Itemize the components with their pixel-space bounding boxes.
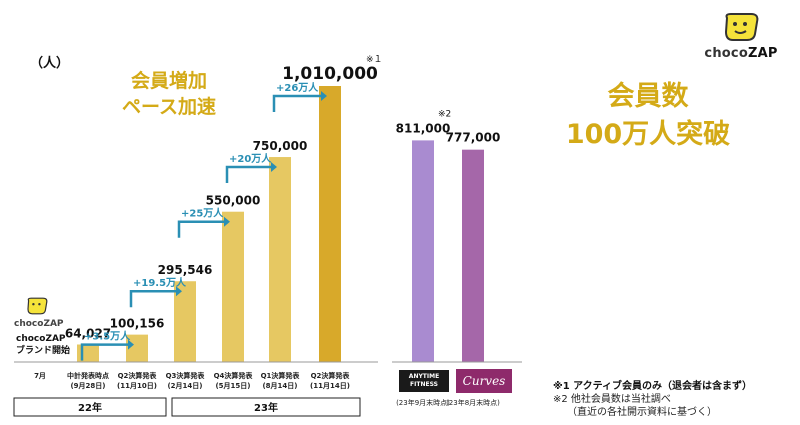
competitor-caption-1: (23年8月末時点) [446,398,500,407]
growth-arrow-2 [129,289,176,308]
category-2-0: Q2決算発表 [118,371,158,380]
headline-line1: 会員数 [607,81,689,112]
growth-arrow-4 [225,165,271,184]
bar-5 [269,157,291,362]
category-4-1: (5月15日) [215,382,250,390]
growth-arrowhead-5 [321,91,327,101]
growth-label-2: +19.5万人 [133,276,187,289]
chocozap-small-logo: chocoZAP [14,297,64,329]
pace-callout: 会員増加 ペース加速 [122,68,216,120]
year-label-23: 23年 [254,401,278,414]
bar-4 [222,211,244,362]
growth-label-5: +26万人 [276,81,319,94]
growth-arrowhead-1 [128,339,134,350]
small-logo-text: chocoZAP [14,319,64,329]
category-3-1: (2月14日) [167,382,202,390]
bar-3 [174,281,196,362]
growth-arrow-5 [272,94,321,112]
category-4-0: Q4決算発表 [214,371,254,380]
bar-1 [77,344,99,362]
chocozap-small-icon [27,297,48,315]
category-5-1: (8月14日) [262,382,297,390]
category-6-0: Q2決算発表 [311,371,351,380]
bar-2 [126,334,148,362]
category-2-1: (11月10日) [117,382,157,390]
growth-arrow-1 [80,343,128,361]
bar-label-3: 295,546 [158,263,213,277]
annotation-1: ※１ [366,55,383,65]
category-1-0: 中計発表時点 [67,371,109,380]
growth-label-1: +3.5万人 [84,330,131,343]
competitor-bar-0 [412,140,434,362]
pace-line1: 会員増加 [131,70,208,92]
growth-arrowhead-3 [224,216,230,227]
pace-line2: ペース加速 [122,96,217,118]
category-0-0: 7月 [34,372,46,380]
bar-6 [319,86,341,362]
bar-label-6: 1,010,000 [282,64,378,84]
chocozap-logo-text: chocoZAP [704,46,778,61]
category-5-0: Q1決算発表 [261,371,301,380]
year-label-22: 22年 [78,401,102,414]
y-unit-label: （人） [30,56,70,71]
footnote-2-line1: ※2 他社会員数は当社調べ [553,394,671,405]
bar-label-5: 750,000 [253,139,308,153]
growth-label-4: +20万人 [229,152,272,165]
footnote-1: ※1 アクティブ会員のみ（退会者は含まず） [553,381,753,392]
year-box-22 [13,397,167,417]
category-3-0: Q3決算発表 [166,371,206,380]
year-box-23 [171,397,361,417]
footnote-2: ※2 他社会員数は当社調べ （直近の各社開示資料に基づく） [553,393,717,419]
launch-line1: chocoZAP [16,334,66,344]
chocozap-logo-icon [724,13,759,41]
brand-launch-label: chocoZAP ブランド開始 [16,333,70,357]
annotation-2: ※2 [438,109,451,119]
footnote-2-line2: （直近の各社開示資料に基づく） [567,407,717,418]
bar-label-1: 64,027 [65,327,111,341]
bar-label-4: 550,000 [206,194,261,208]
chocozap-logo: chocoZAP [698,12,784,61]
competitor-caption-0: (23年9月末時点) [396,398,450,407]
category-labels: 7月 中計発表時点 (9月28日) Q2決算発表 (11月10日) Q3決算発表 (2月14… [34,371,350,390]
curves-logo: Curves [456,369,512,393]
headline-line2: 100万人突破 [565,119,731,150]
anytime-fitness-logo: ANYTIME FITNESS [399,370,449,392]
growth-label-3: +25万人 [181,207,224,220]
category-1-1: (9月28日) [70,382,105,390]
bar-label-2: 100,156 [110,317,165,331]
competitor-label-0: 811,000 [396,121,451,135]
competitor-bar-1 [462,149,484,362]
competitor-bars: 811,000 (23年9月末時点) 777,000 (23年8月末時点) ※2 [396,109,501,407]
growth-arrowhead-4 [271,162,277,173]
growth-arrowhead-2 [176,286,182,297]
year-axis: 22年 23年 [13,361,522,417]
growth-arrow-3 [177,220,224,238]
launch-line2: ブランド開始 [16,346,71,356]
headline: 会員数 100万人突破 [548,78,748,154]
category-6-1: (11月14日) [310,382,350,390]
competitor-label-1: 777,000 [446,131,501,145]
